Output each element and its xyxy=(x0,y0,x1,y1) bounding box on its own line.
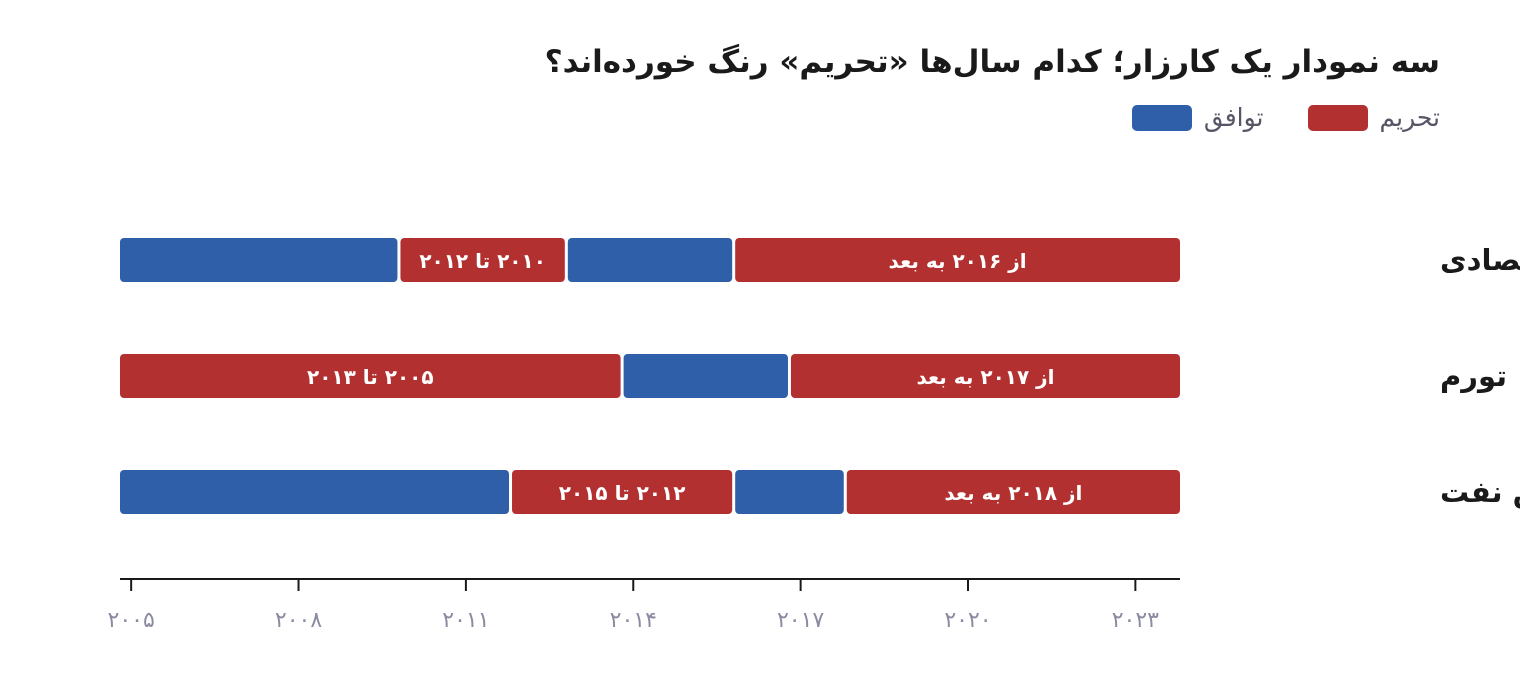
legend-item-agreement: توافق xyxy=(1131,103,1264,132)
row-label: رشد اقتصادی xyxy=(1440,243,1520,277)
segment-label: از ۲۰۱۷ به بعد xyxy=(916,365,1054,389)
x-tick-label: ۲۰۰۸ xyxy=(275,608,322,633)
legend-swatch-sanctions xyxy=(1307,104,1368,131)
timeline-segment-sanctions xyxy=(735,238,1180,282)
segment-label: ۲۰۱۰ تا ۲۰۱۲ xyxy=(419,249,546,273)
x-tick-label: ۲۰۲۳ xyxy=(1112,608,1159,633)
timeline-segment-agreement xyxy=(120,470,510,514)
x-tick-label: ۲۰۱۷ xyxy=(777,608,824,633)
segment-label: ۲۰۰۵ تا ۲۰۱۳ xyxy=(307,365,434,389)
legend-label-agreement: توافق xyxy=(1203,103,1264,132)
x-tick-label: ۲۰۱۱ xyxy=(442,608,489,633)
timeline-segment-agreement xyxy=(623,354,788,398)
timeline-segment-agreement xyxy=(735,470,844,514)
x-tick-label: ۲۰۰۵ xyxy=(108,608,155,633)
legend-label-sanctions: تحریم xyxy=(1379,103,1441,132)
timeline-segment-sanctions xyxy=(120,354,621,398)
timeline-segment-sanctions xyxy=(512,470,733,514)
timeline-segment-sanctions xyxy=(790,354,1180,398)
chart-title: سه نمودار یک کارزار؛ کدام سال‌ها «تحریم»… xyxy=(544,44,1440,80)
x-tick-label: ۲۰۱۴ xyxy=(610,608,657,633)
timeline-segment-sanctions xyxy=(846,470,1180,514)
legend: توافق تحریم xyxy=(1131,103,1441,132)
legend-item-sanctions: تحریم xyxy=(1307,103,1441,132)
segment-label: ۲۰۱۲ تا ۲۰۱۵ xyxy=(559,481,686,505)
x-tick-label: ۲۰۲۰ xyxy=(944,608,991,633)
legend-swatch-agreement xyxy=(1131,104,1192,131)
timeline-segment-sanctions xyxy=(400,238,565,282)
timeline-segment-agreement xyxy=(567,238,733,282)
row-label: تورم xyxy=(1440,359,1507,393)
segment-label: از ۲۰۱۶ به بعد xyxy=(889,249,1027,273)
timeline-segment-agreement xyxy=(120,238,398,282)
segment-label: از ۲۰۱۸ به بعد xyxy=(944,481,1082,505)
row-label: فروش نفت xyxy=(1440,475,1520,509)
